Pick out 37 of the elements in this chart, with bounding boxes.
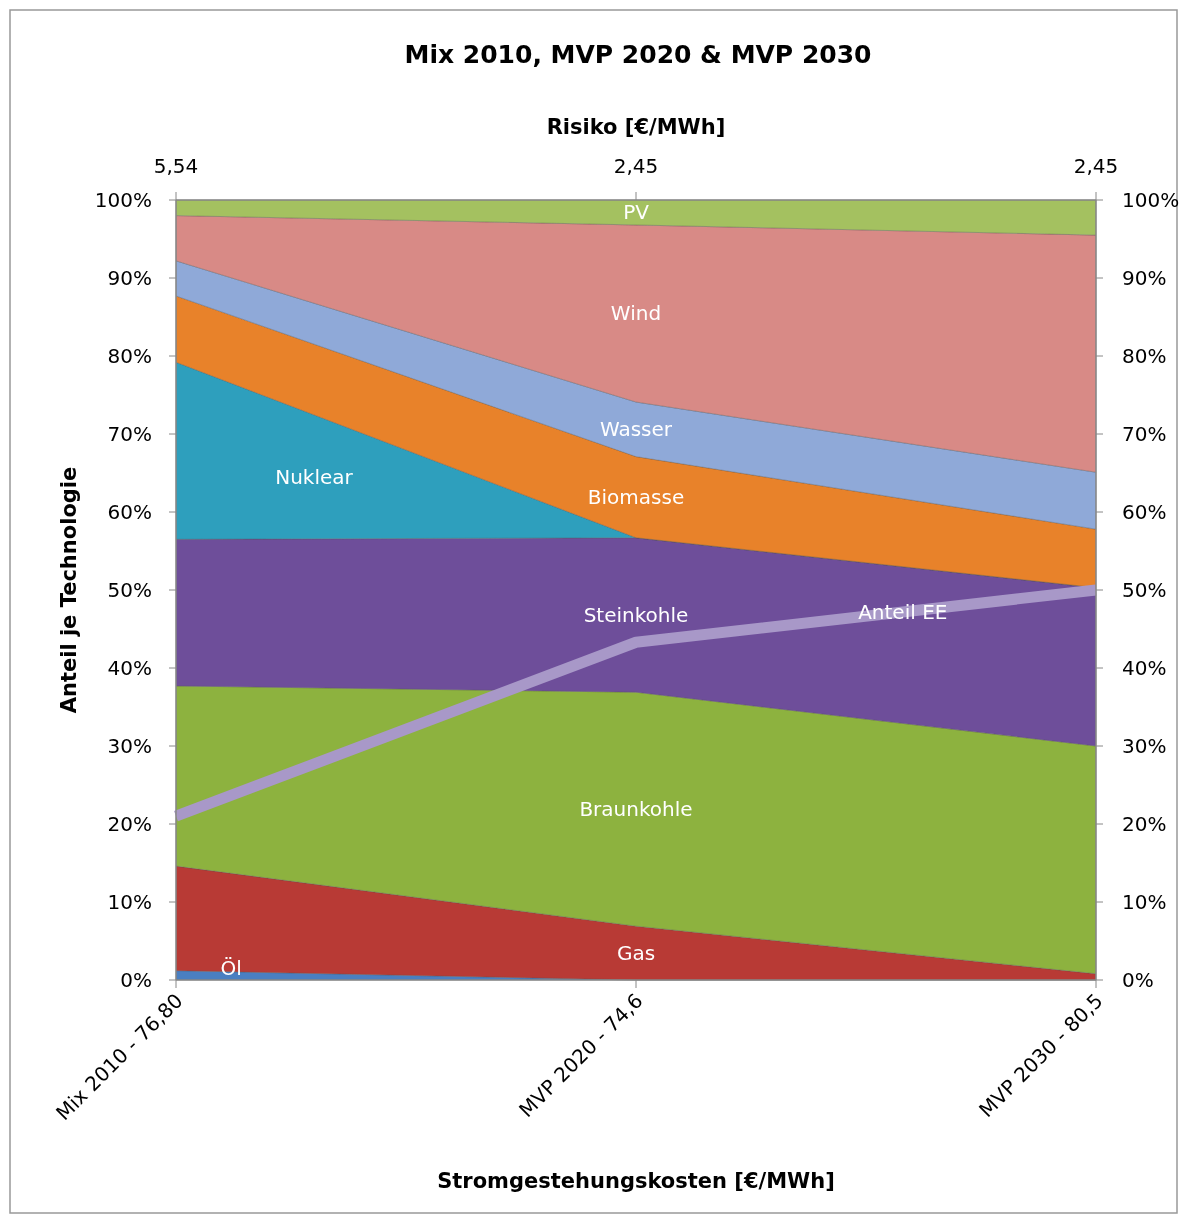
series-label: Nuklear	[275, 464, 354, 489]
y2-tick-label: 90%	[1122, 266, 1167, 290]
y2-tick-label: 20%	[1122, 812, 1167, 836]
annotation: 5,54	[153, 154, 199, 178]
y-tick-label: 50%	[107, 578, 152, 602]
y-tick-label: 40%	[107, 656, 152, 680]
y-tick-label: 100%	[94, 188, 152, 212]
y-tick-label: 10%	[107, 890, 152, 914]
series-label: Steinkohle	[583, 602, 689, 627]
series-label: Wind	[610, 301, 662, 326]
x-axis-title: Stromgestehungskosten [€/MWh]	[437, 1169, 835, 1193]
series-label: Wasser	[599, 417, 673, 442]
series-label: Braunkohle	[579, 797, 693, 822]
y-tick-label: 0%	[120, 968, 152, 992]
annotation: 2,45	[1073, 154, 1119, 178]
y-tick-label: 30%	[107, 734, 152, 758]
y2-tick-label: 40%	[1122, 656, 1167, 680]
series-label: Gas	[616, 941, 656, 966]
y-tick-label: 20%	[107, 812, 152, 836]
y-axis-title: Anteil je Technologie	[57, 466, 81, 714]
y2-tick-label: 100%	[1122, 188, 1180, 212]
y2-tick-label: 10%	[1122, 890, 1167, 914]
series-label: Biomasse	[587, 485, 685, 510]
annotation: 2,45	[613, 154, 659, 178]
y-tick-label: 70%	[107, 422, 152, 446]
x2-axis-title: Risiko [€/MWh]	[546, 115, 726, 139]
y2-tick-label: 0%	[1122, 968, 1154, 992]
chart-title: Mix 2010, MVP 2020 & MVP 2030	[404, 40, 872, 69]
y-tick-label: 80%	[107, 344, 152, 368]
y-tick-label: 90%	[107, 266, 152, 290]
series-label: PV	[623, 200, 650, 225]
y2-tick-label: 70%	[1122, 422, 1167, 446]
y2-tick-label: 80%	[1122, 344, 1167, 368]
y-tick-label: 60%	[107, 500, 152, 524]
y2-tick-label: 60%	[1122, 500, 1167, 524]
y2-tick-label: 50%	[1122, 578, 1167, 602]
y2-tick-label: 30%	[1122, 734, 1167, 758]
